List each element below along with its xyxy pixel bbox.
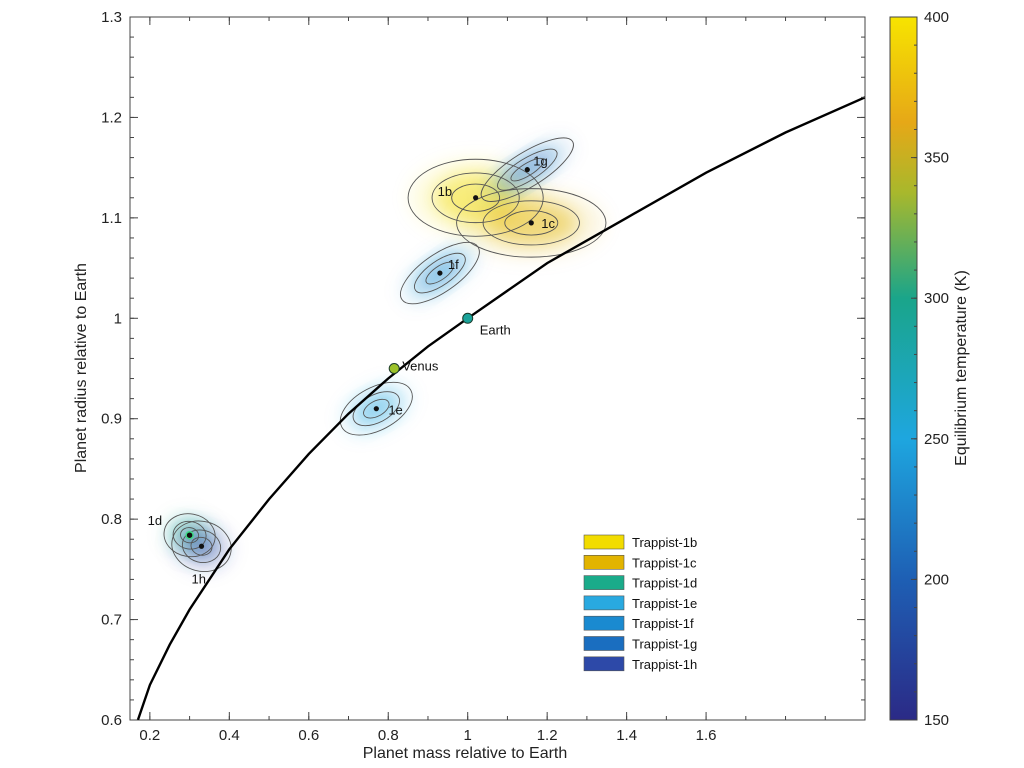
y-axis: 0.6 0.7 0.8 0.9 1 1.1 1.2 1.3 [101,9,865,729]
planet-points: 1b 1c 1d 1e 1f 1g 1h [148,154,556,587]
y-tick-label: 1.1 [101,210,122,227]
label-1b: 1b [438,184,452,199]
y-tick-label: 1.3 [101,9,122,26]
x-tick-label: 0.8 [378,727,399,744]
contour-line [482,200,580,246]
colorbar-title: Equilibrium temperature (K) [953,270,970,466]
y-tick-label: 0.6 [101,712,122,729]
legend-swatch [583,554,625,570]
legend-swatch [583,615,625,631]
point-1e [373,406,379,412]
colorbar [889,16,918,721]
label-1g: 1g [533,154,547,169]
cb-tick-label: 250 [924,431,949,448]
contour-line [407,158,544,237]
legend: Trappist-1b Trappist-1c Trappist-1d Trappis… [583,534,697,672]
cb-tick-label: 350 [924,150,949,167]
legend-label: Trappist-1e [632,596,697,611]
label-1h: 1h [192,571,206,586]
contour-line [400,241,480,305]
colorbar-ticks: 150 200 250 300 350 400 [911,9,949,729]
contour-line [510,157,545,182]
contour-line [480,137,574,202]
contour-line [171,520,232,572]
contour-line [456,188,607,258]
contour-lines [163,137,607,572]
legend-label: Trappist-1c [632,555,697,570]
curve-line [136,96,865,720]
contour-line [163,513,216,558]
legend-label: Trappist-1f [632,616,694,631]
contour-line [504,210,559,236]
y-tick-label: 0.7 [101,612,122,629]
label-1d: 1d [148,513,162,528]
contour-line [180,527,200,544]
ref-label-earth: Earth [480,322,511,337]
cb-tick-label: 400 [924,9,949,26]
reference-points: Earth Venus [388,312,511,374]
x-axis: 0.2 0.4 0.6 0.8 1 1.2 1.4 1.6 [139,17,826,744]
x-tick-label: 1 [464,727,472,744]
legend-swatch [583,656,625,672]
label-1c: 1c [541,216,555,231]
x-tick-label: 0.4 [219,727,240,744]
cb-tick-label: 200 [924,571,949,588]
contour-line [352,391,400,427]
point-1g [524,167,530,173]
point-1c [528,220,534,226]
cb-tick-label: 150 [924,712,949,729]
point-1d [185,530,194,540]
point-1b [473,195,479,201]
legend-swatch [583,595,625,611]
legend-swatch [583,534,625,550]
contour-line [363,398,390,419]
contour-line [339,381,413,436]
x-axis-title: Planet mass relative to Earth [363,745,568,762]
ref-point-venus [388,363,400,374]
contour-line [431,172,520,224]
x-tick-label: 1.2 [537,727,558,744]
label-1f: 1f [448,257,459,272]
legend-swatch [583,575,625,590]
contour-line [451,183,501,212]
point-1h [198,543,205,549]
point-1f [437,270,443,276]
contour-line [190,536,213,556]
cb-tick-label: 300 [924,290,949,307]
y-tick-label: 0.8 [101,511,122,528]
y-tick-label: 1.2 [101,109,122,126]
contour-line [181,529,222,564]
y-tick-label: 0.9 [101,411,122,428]
x-tick-label: 1.4 [616,727,637,744]
legend-label: Trappist-1d [632,576,697,591]
label-1e: 1e [388,403,402,418]
ref-point-earth [462,312,474,324]
x-tick-label: 0.2 [139,727,160,744]
ref-label-venus: Venus [402,359,439,374]
x-tick-label: 1.6 [696,727,717,744]
plot-frame [129,16,866,721]
mass-radius-curve [136,96,865,720]
legend-swatch [583,636,625,651]
y-axis-title: Planet radius relative to Earth [73,263,90,473]
contour-line [414,252,466,294]
legend-label: Trappist-1g [632,637,697,652]
legend-label: Trappist-1h [632,657,697,672]
contour-line [425,261,455,285]
legend-label: Trappist-1b [632,535,697,550]
contour-line [497,148,558,191]
x-tick-label: 0.6 [298,727,319,744]
y-tick-label: 1 [114,310,122,327]
